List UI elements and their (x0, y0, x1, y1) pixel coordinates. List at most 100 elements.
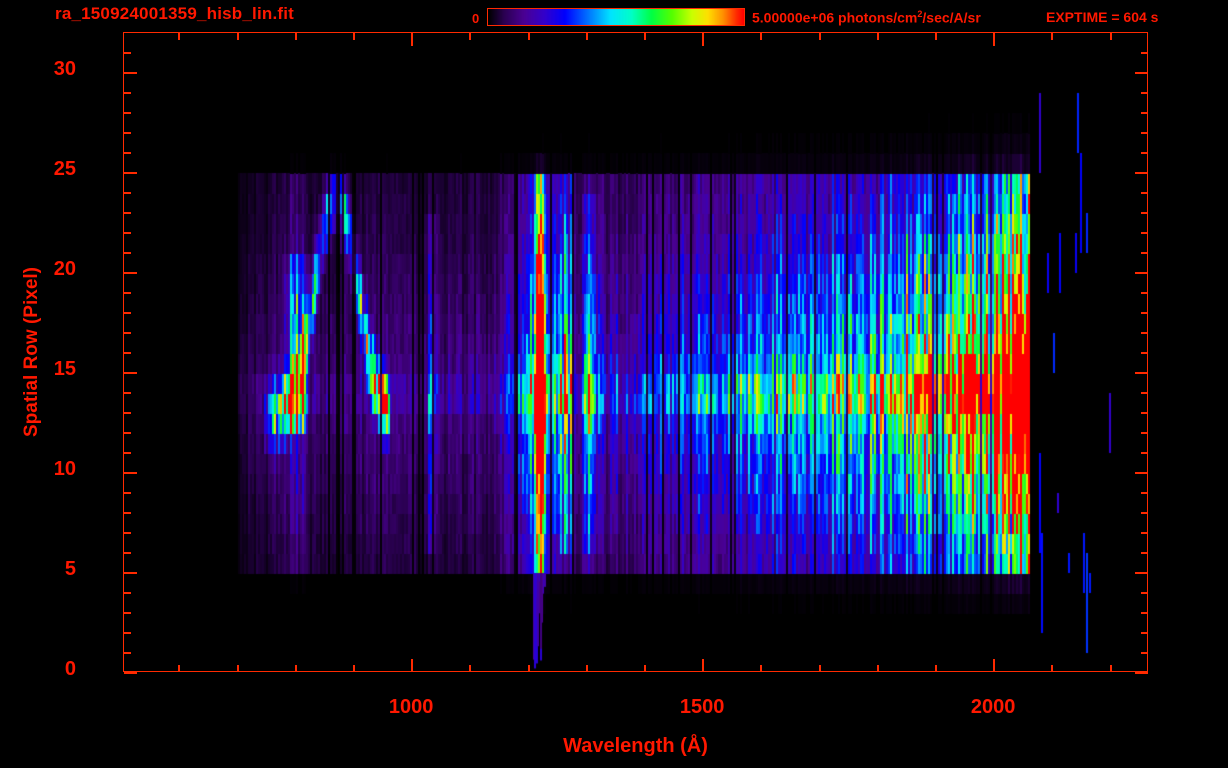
x-major-tick-top (411, 33, 413, 46)
colorbar-units-exponent: 2 (917, 9, 923, 19)
y-minor-tick (124, 612, 131, 614)
y-minor-tick (124, 92, 131, 94)
spectral-heatmap (124, 33, 1147, 671)
x-tick-label: 2000 (970, 696, 1016, 718)
colorbar-min-label: 0 (472, 11, 480, 26)
y-minor-tick (124, 52, 131, 54)
x-minor-tick (469, 665, 471, 672)
y-minor-tick (124, 112, 131, 114)
x-minor-tick-top (935, 33, 937, 40)
y-minor-tick-right (1141, 612, 1148, 614)
y-tick-label: 30 (53, 58, 76, 80)
y-minor-tick-right (1141, 532, 1148, 534)
x-major-tick-top (993, 33, 995, 46)
x-tick-label: 1500 (679, 696, 725, 718)
y-minor-tick-right (1141, 292, 1148, 294)
y-major-tick (124, 372, 137, 374)
y-axis-title: Spatial Row (Pixel) (21, 267, 42, 437)
y-minor-tick-right (1141, 152, 1148, 154)
y-major-tick-right (1135, 272, 1148, 274)
y-minor-tick-right (1141, 112, 1148, 114)
y-major-tick-right (1135, 672, 1148, 674)
y-minor-tick (124, 452, 131, 454)
x-minor-tick (353, 665, 355, 672)
y-major-tick (124, 272, 137, 274)
y-minor-tick-right (1141, 192, 1148, 194)
y-minor-tick-right (1141, 212, 1148, 214)
x-minor-tick-top (819, 33, 821, 40)
y-minor-tick (124, 532, 131, 534)
x-axis-title: Wavelength (Å) (563, 735, 708, 757)
y-minor-tick-right (1141, 432, 1148, 434)
y-major-tick (124, 72, 137, 74)
y-major-tick (124, 472, 137, 474)
y-minor-tick (124, 552, 131, 554)
colorbar-gradient (488, 9, 744, 25)
y-major-tick (124, 172, 137, 174)
plot-frame (123, 32, 1148, 672)
y-minor-tick (124, 352, 131, 354)
y-minor-tick (124, 192, 131, 194)
x-major-tick (411, 659, 413, 672)
y-minor-tick (124, 152, 131, 154)
x-minor-tick (644, 665, 646, 672)
x-minor-tick (528, 665, 530, 672)
x-minor-tick-top (237, 33, 239, 40)
x-minor-tick-top (353, 33, 355, 40)
x-minor-tick-top (469, 33, 471, 40)
x-major-tick-top (702, 33, 704, 46)
y-major-tick (124, 572, 137, 574)
x-minor-tick-top (586, 33, 588, 40)
x-minor-tick (295, 665, 297, 672)
y-minor-tick-right (1141, 52, 1148, 54)
x-minor-tick (1051, 665, 1053, 672)
y-major-tick-right (1135, 472, 1148, 474)
exptime-label: EXPTIME = 604 s (1046, 9, 1159, 25)
y-minor-tick (124, 392, 131, 394)
y-major-tick (124, 672, 137, 674)
y-major-tick-right (1135, 172, 1148, 174)
y-minor-tick-right (1141, 552, 1148, 554)
colorbar-units-post: /sec/A/sr (922, 9, 981, 26)
colorbar-max-value: 5.00000e+06 (752, 9, 835, 26)
y-major-tick-right (1135, 72, 1148, 74)
y-minor-tick (124, 332, 131, 334)
page-title: ra_150924001359_hisb_lin.fit (55, 4, 295, 23)
y-minor-tick (124, 592, 131, 594)
x-minor-tick (178, 665, 180, 672)
y-minor-tick (124, 252, 131, 254)
x-minor-tick (819, 665, 821, 672)
y-major-tick-right (1135, 372, 1148, 374)
y-minor-tick (124, 232, 131, 234)
y-minor-tick-right (1141, 132, 1148, 134)
rainbow-colorbar (487, 8, 745, 26)
y-minor-tick (124, 312, 131, 314)
colorbar-max-label: 5.00000e+06 photons/cm2/sec/A/sr (752, 9, 981, 26)
y-minor-tick-right (1141, 232, 1148, 234)
x-minor-tick (877, 665, 879, 672)
y-minor-tick-right (1141, 392, 1148, 394)
x-minor-tick-top (760, 33, 762, 40)
x-minor-tick-top (877, 33, 879, 40)
y-tick-label: 0 (64, 658, 76, 680)
y-minor-tick (124, 632, 131, 634)
x-minor-tick-top (528, 33, 530, 40)
y-minor-tick-right (1141, 352, 1148, 354)
y-minor-tick-right (1141, 452, 1148, 454)
x-minor-tick (237, 665, 239, 672)
y-minor-tick-right (1141, 332, 1148, 334)
y-tick-label: 5 (64, 558, 76, 580)
x-minor-tick-top (178, 33, 180, 40)
x-tick-label: 1000 (388, 696, 434, 718)
y-minor-tick-right (1141, 412, 1148, 414)
y-minor-tick (124, 132, 131, 134)
x-minor-tick (760, 665, 762, 672)
x-minor-tick-top (1051, 33, 1053, 40)
y-minor-tick (124, 292, 131, 294)
x-minor-tick (586, 665, 588, 672)
y-minor-tick-right (1141, 632, 1148, 634)
y-tick-label: 25 (53, 158, 76, 180)
y-minor-tick-right (1141, 512, 1148, 514)
x-minor-tick-top (644, 33, 646, 40)
